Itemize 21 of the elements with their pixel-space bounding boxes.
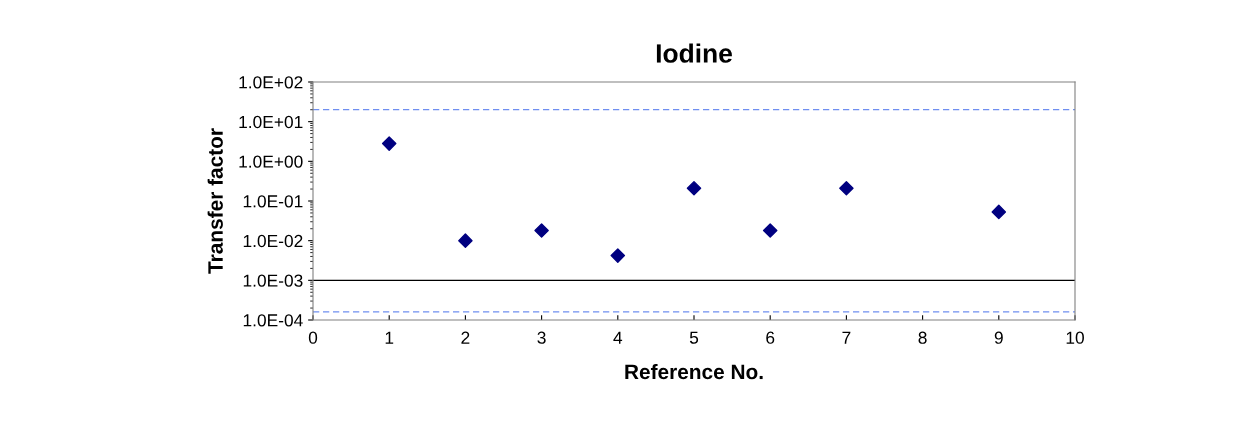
y-tick-label: 1.0E-01 bbox=[243, 195, 303, 208]
y-tick-label: 1.0E+01 bbox=[239, 115, 303, 129]
x-tick-label: 10 bbox=[1066, 331, 1084, 344]
y-tick-label: 1.0E-03 bbox=[243, 274, 303, 287]
x-axis-title: Reference No. bbox=[625, 363, 763, 380]
y-tick-label: 1.0E+00 bbox=[239, 155, 303, 168]
x-tick-label: 7 bbox=[842, 331, 851, 344]
x-tick-label: 1 bbox=[385, 331, 394, 344]
y-axis-title: Transfer factor bbox=[207, 128, 223, 274]
x-tick-label: 2 bbox=[461, 331, 470, 344]
y-tick-label: 1.0E-04 bbox=[243, 314, 303, 327]
x-tick-label: 6 bbox=[766, 331, 775, 344]
x-tick-label: 9 bbox=[994, 331, 1003, 344]
y-tick-label: 1.0E+02 bbox=[239, 76, 303, 89]
x-tick-label: 8 bbox=[918, 331, 927, 344]
chart-title: Iodine bbox=[656, 43, 732, 63]
x-tick-label: 0 bbox=[308, 331, 318, 344]
y-tick-label: 1.0E-02 bbox=[243, 234, 303, 248]
x-tick-label: 3 bbox=[537, 331, 546, 344]
x-tick-label: 4 bbox=[613, 331, 623, 344]
x-tick-label: 5 bbox=[689, 331, 699, 344]
